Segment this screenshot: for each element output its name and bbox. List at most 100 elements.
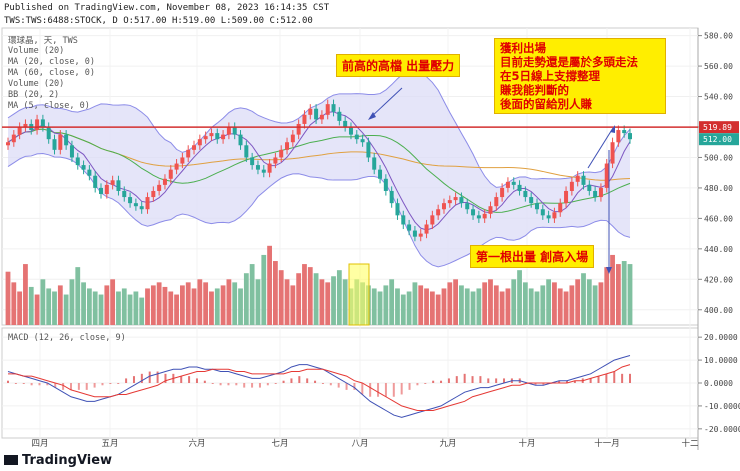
macd-tick-label: 20.0000 <box>704 333 738 342</box>
volume-bar <box>197 279 203 325</box>
macd-histogram-bar <box>558 380 561 383</box>
candle-body <box>285 142 290 150</box>
macd-histogram-bar <box>345 383 348 390</box>
tradingview-brand: TradingView <box>4 453 112 468</box>
macd-line <box>7 355 631 418</box>
candle-body <box>540 209 545 216</box>
candle-body <box>279 149 284 158</box>
macd-tick-label: 0.0000 <box>704 379 733 388</box>
macd-histogram-bar <box>495 378 498 383</box>
volume-bar <box>220 285 226 325</box>
published-text: Published on TradingView.com, November 0… <box>4 3 330 13</box>
candle-body <box>325 104 330 115</box>
volume-bar <box>46 288 52 325</box>
price-label-text: 512.00 <box>703 135 732 144</box>
price-tick-label: 500.00 <box>704 153 733 162</box>
candle-body <box>35 119 40 131</box>
note-profit-line: 在5日線上支撐整理 <box>500 69 601 83</box>
macd-histogram-bar <box>621 373 624 383</box>
candle-body <box>546 215 551 219</box>
volume-bar <box>406 291 412 325</box>
candle-body <box>622 130 627 134</box>
volume-bar <box>621 261 627 325</box>
candle-body <box>110 180 115 185</box>
macd-histogram-bar <box>180 376 183 383</box>
macd-histogram-bar <box>266 383 269 386</box>
volume-bar <box>110 279 116 325</box>
candle-body <box>569 181 574 191</box>
candle-body <box>366 142 371 158</box>
volume-bar <box>174 294 179 325</box>
candle-body <box>453 197 458 201</box>
volume-bar <box>395 288 400 325</box>
arrow-to-high <box>369 87 403 119</box>
candle-body <box>255 165 260 170</box>
macd-histogram-bar <box>54 383 57 388</box>
volume-bar <box>464 288 470 325</box>
volume-bar <box>168 291 174 325</box>
macd-histogram-bar <box>314 380 317 383</box>
candle-body <box>122 190 127 198</box>
volume-bar <box>325 282 331 325</box>
macd-histogram-bar <box>573 380 576 383</box>
candle-body <box>209 133 214 137</box>
volume-bar <box>313 273 319 325</box>
volume-bar <box>284 279 290 325</box>
macd-histogram-bar <box>235 383 238 386</box>
bollinger-upper-line <box>7 68 631 188</box>
volume-bar <box>278 270 284 325</box>
candle-body <box>412 230 417 237</box>
volume-bar <box>581 273 586 325</box>
arrow-to-top <box>587 127 614 169</box>
macd-histogram-bar <box>14 383 17 384</box>
candle-body <box>151 190 156 198</box>
candle-body <box>534 203 539 210</box>
indicator-ma5: MA (5, close, 0) <box>8 101 90 111</box>
tradingview-logo-icon <box>4 455 18 465</box>
price-tick-label: 580.00 <box>704 32 733 41</box>
ohlc-text: TWS:TWS:6488:STOCK, D O:517.00 H:519.00 … <box>4 16 313 26</box>
macd-histogram-bar <box>69 383 72 390</box>
macd-histogram-bar <box>392 383 395 397</box>
macd-label: MACD (12, 26, close, 9) <box>8 333 126 343</box>
candle-body <box>226 127 231 135</box>
volume-bar <box>232 282 238 325</box>
macd-histogram-bar <box>243 383 246 388</box>
candle-body <box>395 203 400 216</box>
macd-histogram-bar <box>148 371 151 383</box>
ma20-line <box>7 128 631 213</box>
volume-bar <box>412 282 418 325</box>
volume-bar <box>302 264 307 325</box>
macd-histogram-bar <box>109 383 112 384</box>
volume-bar <box>505 288 511 325</box>
volume-bar <box>453 279 459 325</box>
macd-histogram-bar <box>274 383 277 384</box>
volume-bar <box>441 288 447 325</box>
candle-body <box>465 203 470 210</box>
candle-body <box>360 139 365 143</box>
candle-body <box>604 163 609 188</box>
volume-bar <box>319 279 325 325</box>
volume-bar <box>75 267 81 325</box>
indicator-bb: BB (20, 2) <box>8 90 60 100</box>
macd-histogram-bar <box>306 378 309 383</box>
macd-histogram-bar <box>188 376 191 383</box>
candle-body <box>290 134 295 143</box>
volume-bar <box>400 294 406 325</box>
volume-bar <box>493 285 499 325</box>
macd-histogram-bar <box>440 380 443 383</box>
volume-bar <box>383 285 389 325</box>
candle-body <box>418 233 423 237</box>
candle-body <box>610 142 615 164</box>
volume-bar <box>23 264 28 325</box>
candle-body <box>162 178 167 185</box>
macd-histogram-bar <box>408 383 411 390</box>
volume-bar <box>28 286 34 325</box>
volume-bar <box>557 288 563 325</box>
volume-bar <box>522 282 528 325</box>
volume-bar <box>92 291 98 325</box>
macd-histogram-bar <box>369 383 372 397</box>
candle-body <box>52 139 57 150</box>
macd-histogram-bar <box>597 376 600 383</box>
volume-bar <box>540 285 546 325</box>
